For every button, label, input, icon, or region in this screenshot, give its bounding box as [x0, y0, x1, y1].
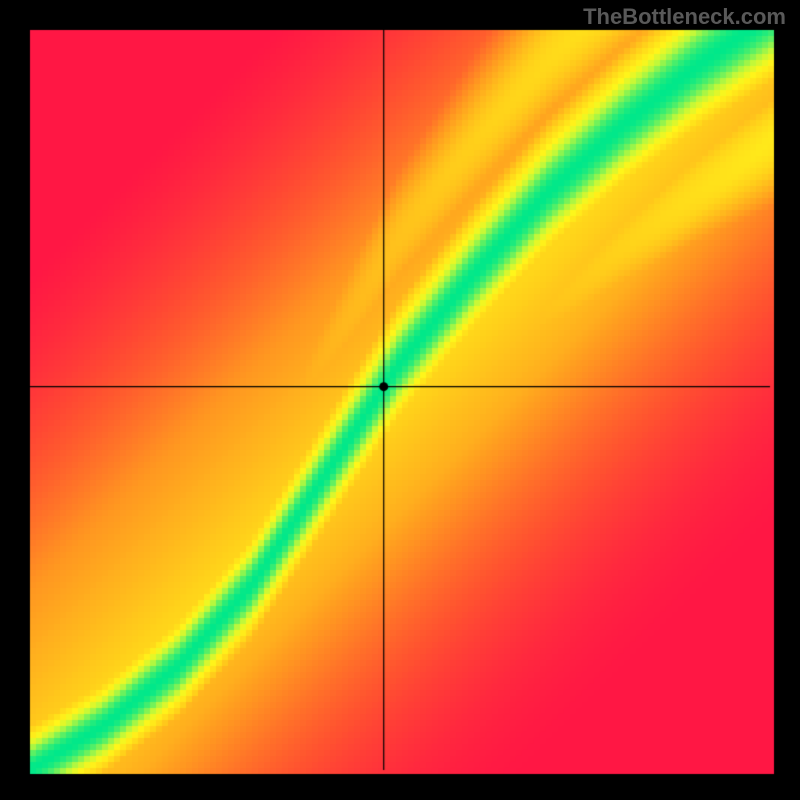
watermark-text: TheBottleneck.com — [583, 4, 786, 30]
root-container: TheBottleneck.com — [0, 0, 800, 800]
heatmap-canvas — [0, 0, 800, 800]
